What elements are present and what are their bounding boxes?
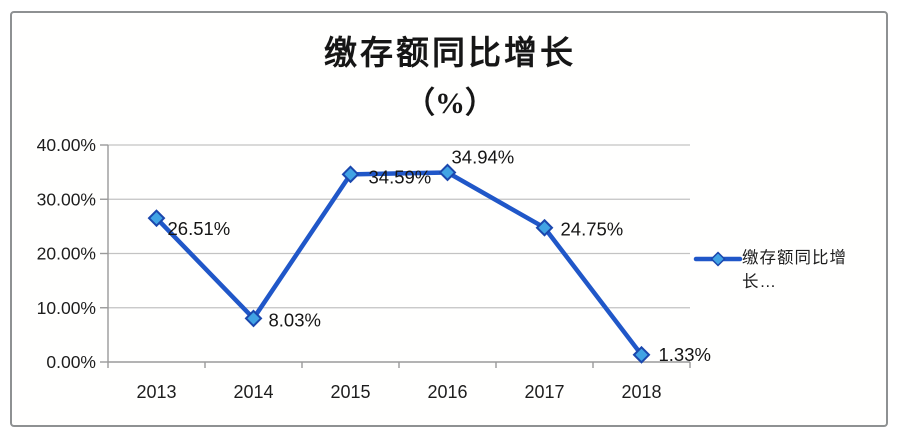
data-point-marker	[632, 345, 651, 364]
data-label: 34.94%	[452, 146, 515, 167]
y-tick-label: 20.00%	[37, 244, 96, 264]
data-point-marker	[341, 165, 360, 184]
data-label: 26.51%	[168, 218, 231, 239]
y-tick-label: 30.00%	[37, 189, 96, 209]
y-tick-label: 10.00%	[37, 298, 96, 318]
data-point-marker	[438, 163, 457, 182]
x-tick-label: 2014	[233, 382, 273, 402]
data-label: 34.59%	[369, 166, 432, 187]
y-tick-label: 40.00%	[37, 135, 96, 155]
chart-subtitle: （%）	[405, 87, 495, 120]
data-point-marker	[535, 218, 554, 237]
data-label: 24.75%	[561, 219, 624, 240]
x-tick-label: 2015	[330, 382, 370, 402]
data-point-marker	[147, 209, 166, 228]
data-label: 8.03%	[269, 309, 321, 330]
x-tick-label: 2018	[621, 382, 661, 402]
legend-label-line2: 长…	[742, 273, 777, 291]
y-tick-label: 0.00%	[46, 352, 96, 372]
data-point-marker	[244, 309, 263, 328]
data-label: 1.33%	[659, 344, 711, 365]
legend-marker-icon	[710, 251, 726, 267]
chart-title: 缴存额同比增长	[324, 36, 576, 72]
x-tick-label: 2016	[427, 382, 467, 402]
x-tick-label: 2017	[524, 382, 564, 402]
legend-label: 缴存额同比增 长…	[742, 246, 888, 294]
legend-label-line1: 缴存额同比增	[742, 249, 847, 267]
x-tick-label: 2013	[136, 382, 176, 402]
series-line	[154, 170, 644, 358]
